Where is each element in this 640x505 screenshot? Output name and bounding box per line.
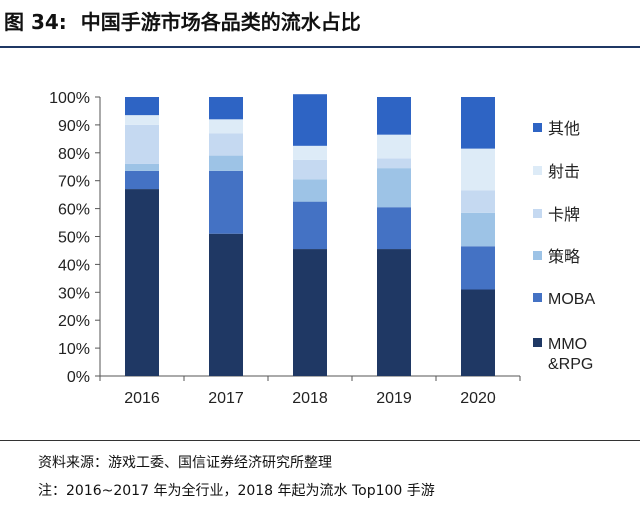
figure-number: 图 34: <box>4 10 67 34</box>
bar-segment <box>125 189 159 376</box>
y-tick-label: 20% <box>58 313 90 330</box>
y-tick-label: 90% <box>58 118 90 135</box>
y-tick-label: 40% <box>58 257 90 274</box>
source-note: 资料来源：游戏工委、国信证券经济研究所整理 <box>38 455 332 471</box>
legend-label: MOBA <box>548 291 595 308</box>
bar-segment <box>209 233 243 376</box>
bar-segment <box>377 97 411 135</box>
bar-segment <box>461 289 495 376</box>
bar-segment <box>209 133 243 156</box>
bar-segment <box>461 212 495 247</box>
legend-swatch <box>533 123 542 132</box>
legend-label: MMO &RPG <box>548 336 593 373</box>
y-tick-label: 50% <box>58 230 90 247</box>
bar-segment <box>461 148 495 191</box>
bar-segment <box>377 207 411 250</box>
bar-segment <box>461 97 495 149</box>
bar-segment <box>125 124 159 164</box>
legend-label: 其他 <box>548 120 580 138</box>
bar-segment <box>377 168 411 208</box>
legend-swatch <box>533 293 542 302</box>
legend-swatch <box>533 251 542 260</box>
bar-segment <box>125 163 159 171</box>
bar-segment <box>377 158 411 169</box>
y-tick-label: 0% <box>67 369 90 386</box>
bar-segment <box>293 159 327 180</box>
x-tick-label: 2016 <box>124 390 160 407</box>
figure-title-text: 中国手游市场各品类的流水占比 <box>80 10 361 34</box>
bar-segment <box>209 119 243 134</box>
bar-segment <box>293 249 327 376</box>
legend-swatch <box>533 166 542 175</box>
x-tick-label: 2018 <box>292 390 328 407</box>
bar-segment <box>293 201 327 250</box>
y-tick-label: 10% <box>58 341 90 358</box>
title-divider <box>0 46 640 48</box>
legend-swatch <box>533 209 542 218</box>
x-tick-label: 2020 <box>460 390 496 407</box>
x-tick-label: 2017 <box>208 390 244 407</box>
footnote: 注：2016~2017 年为全行业，2018 年起为流水 Top100 手游 <box>38 483 435 499</box>
y-tick-label: 70% <box>58 174 90 191</box>
legend-swatch <box>533 338 542 347</box>
bar-segment <box>377 249 411 376</box>
bar-segment <box>209 155 243 171</box>
legend-label: 卡牌 <box>548 206 580 224</box>
bar-segment <box>125 115 159 125</box>
bar-segment <box>125 97 159 116</box>
legend-label: 策略 <box>548 248 580 266</box>
bar-segment <box>209 97 243 120</box>
bar-segment <box>293 94 327 146</box>
bar-segment <box>377 134 411 159</box>
bar-segment <box>125 170 159 190</box>
bar-segment <box>461 190 495 213</box>
y-tick-label: 100% <box>49 90 90 107</box>
stacked-bar-chart: 0% 10% 20% 30% 40% 50% 60% 70% 80% 90% 100% 2016 201… <box>49 90 595 407</box>
bar-segment <box>209 170 243 234</box>
legend-label: 射击 <box>548 163 580 181</box>
y-tick-label: 60% <box>58 202 90 219</box>
bar-segment <box>293 145 327 160</box>
bar-segment <box>461 246 495 290</box>
footer-divider <box>0 440 640 441</box>
bar-segment <box>293 179 327 202</box>
y-tick-label: 30% <box>58 285 90 302</box>
x-tick-label: 2019 <box>376 390 412 407</box>
y-tick-label: 80% <box>58 146 90 163</box>
figure-title: 图 34: 中国手游市场各品类的流水占比 <box>4 2 636 42</box>
